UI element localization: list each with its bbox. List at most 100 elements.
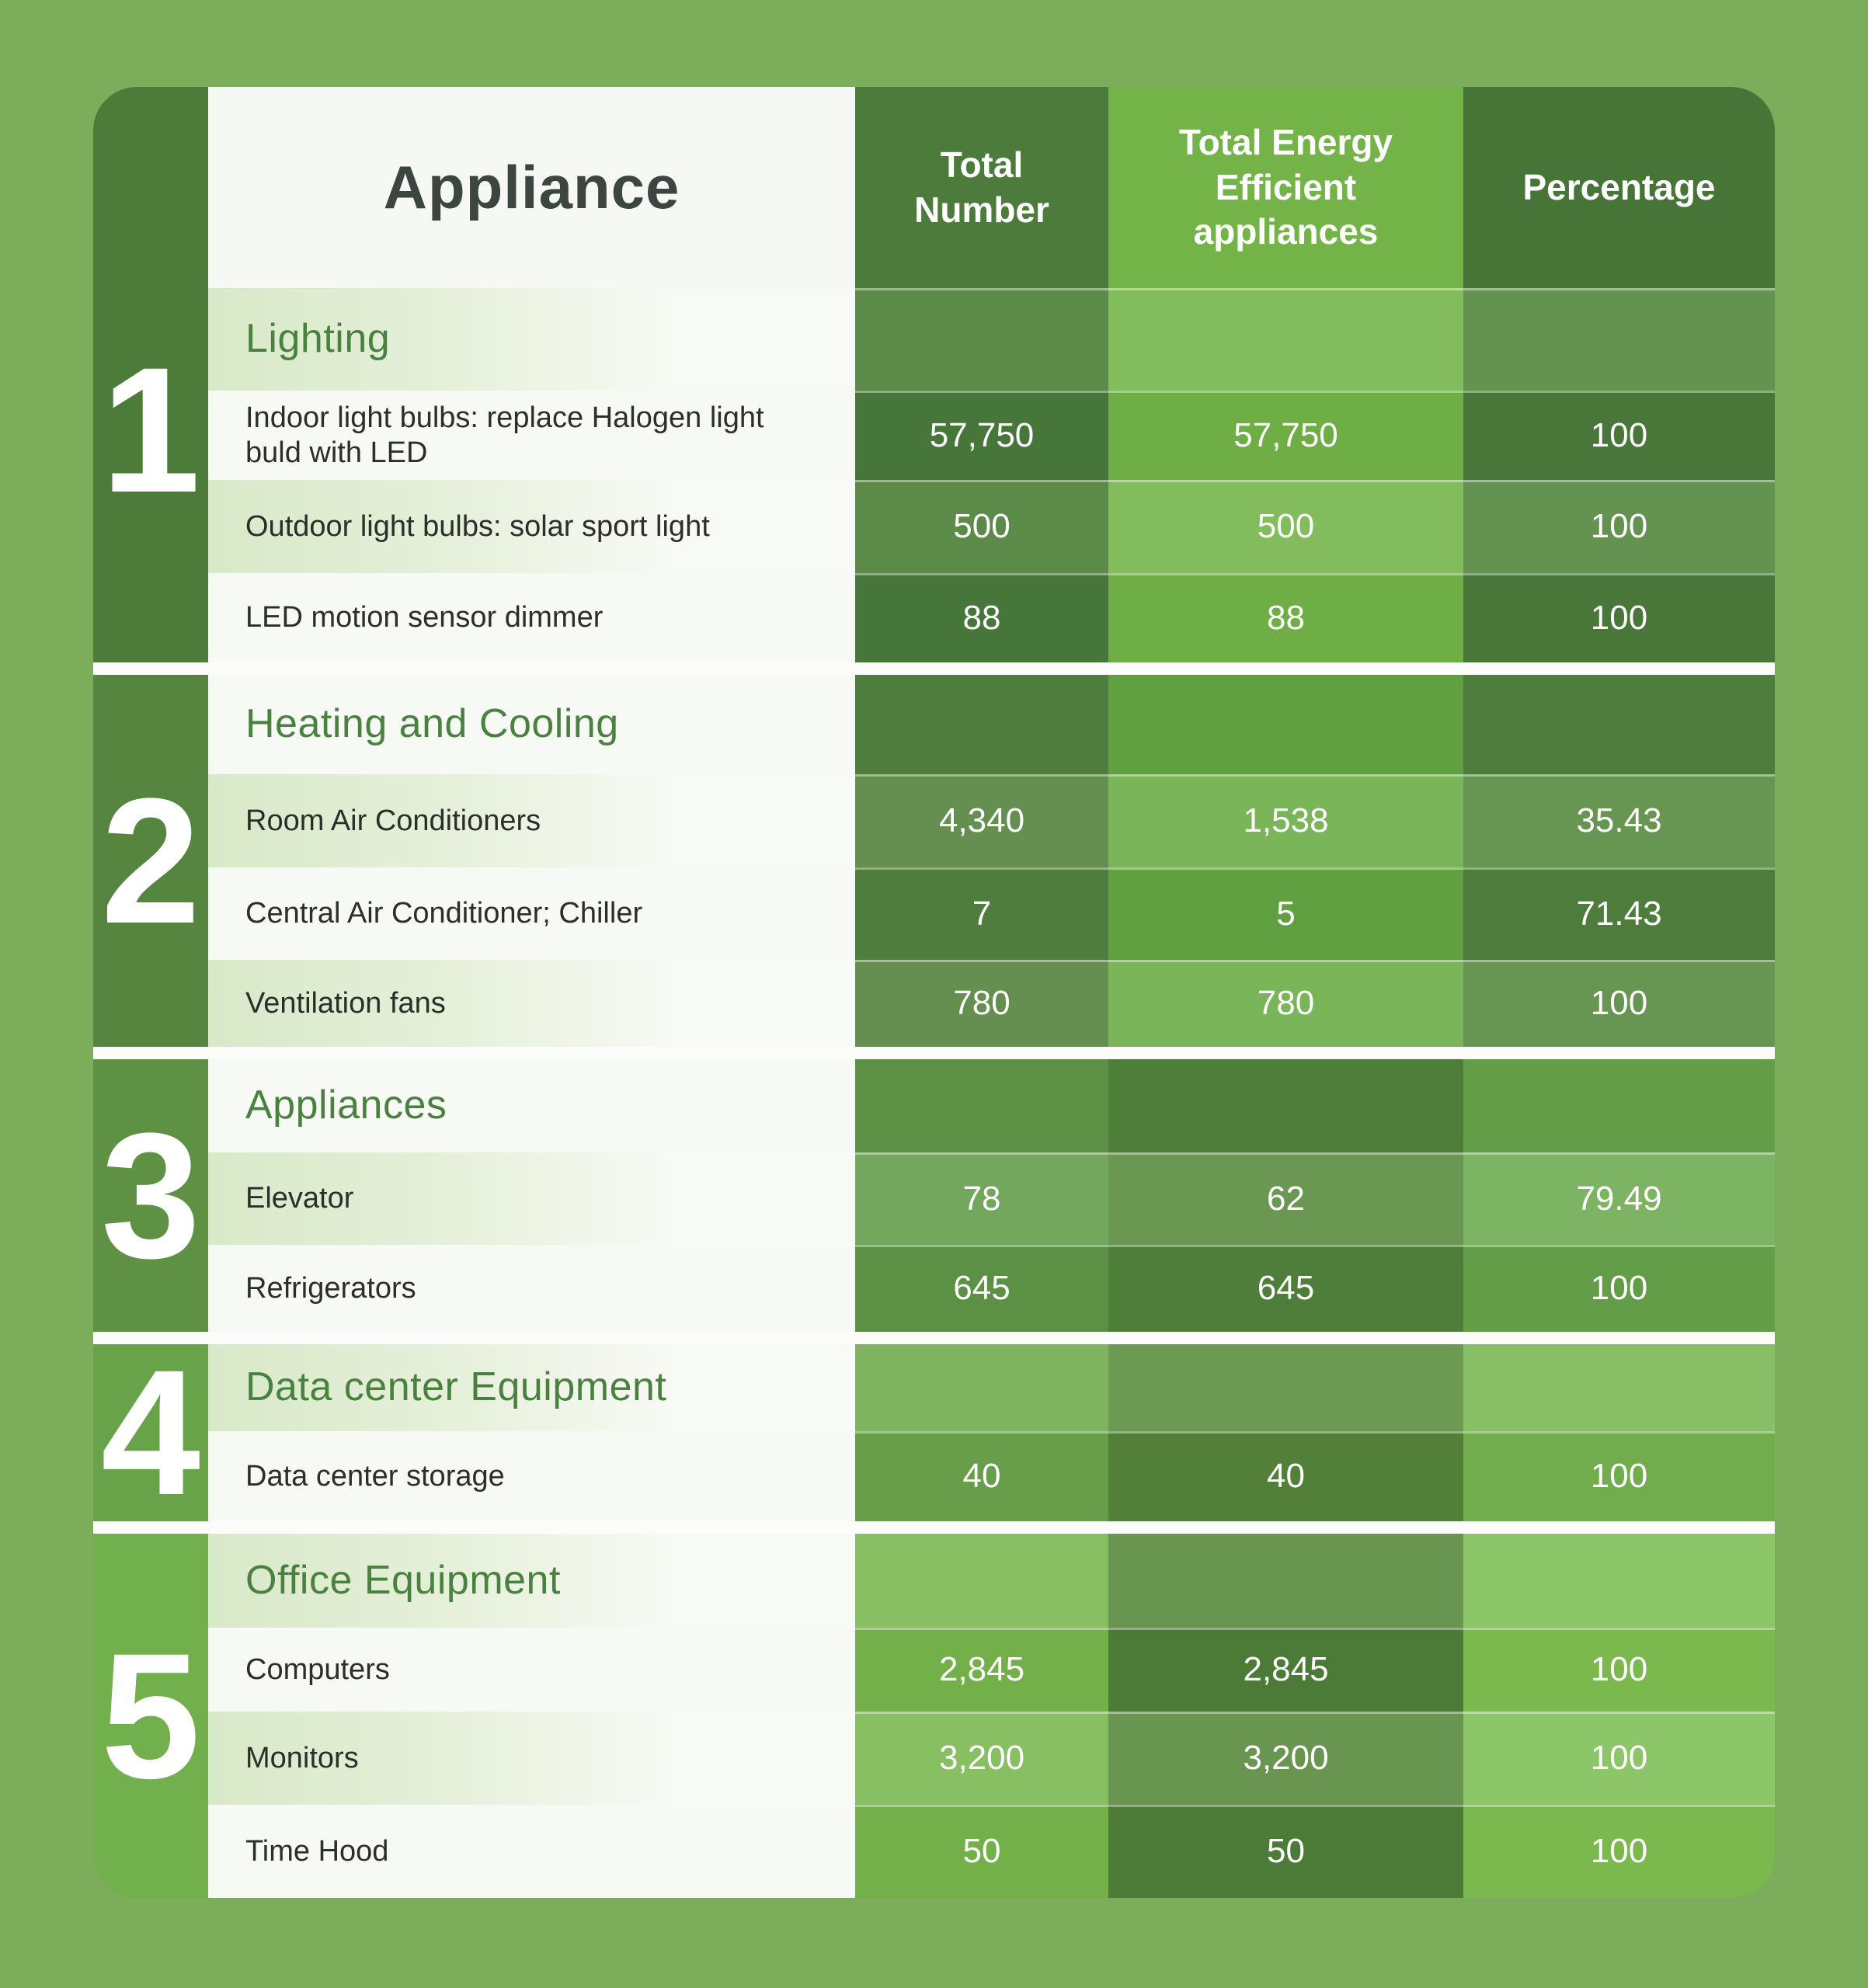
appliance-label: Ventilation fans — [245, 986, 446, 1020]
appliance-cell: Time Hood — [208, 1805, 855, 1898]
column-header-energy-efficient-label: Total Energy Efficient appliances — [1178, 122, 1393, 252]
column-header-energy-efficient: Total Energy Efficient appliances — [1108, 87, 1463, 288]
blank-cell — [855, 1344, 1108, 1431]
percentage-cell: 35.43 — [1463, 774, 1775, 867]
section-index-badge: 3 — [93, 1059, 208, 1332]
blank-cell — [1108, 1059, 1463, 1152]
blank-cell — [855, 1534, 1108, 1628]
appliance-cell: Data center storage — [208, 1431, 855, 1521]
total-number-cell: 4,340 — [855, 774, 1108, 867]
appliance-cell: Refrigerators — [208, 1245, 855, 1332]
section-index-number: 4 — [101, 1333, 200, 1532]
blank-cell — [855, 675, 1108, 774]
energy-efficient-cell: 40 — [1108, 1431, 1463, 1521]
percentage-cell: 100 — [1463, 1712, 1775, 1805]
column-header-percentage: Percentage — [1463, 87, 1775, 288]
energy-efficient-cell: 62 — [1108, 1152, 1463, 1245]
percentage-cell: 100 — [1463, 573, 1775, 662]
appliance-label: Room Air Conditioners — [245, 804, 541, 837]
blank-cell — [1463, 1059, 1775, 1152]
appliance-cell: Ventilation fans — [208, 960, 855, 1047]
section-title: Appliances — [208, 1059, 855, 1152]
blank-cell — [1108, 675, 1463, 774]
total-number-cell: 3,200 — [855, 1712, 1108, 1805]
appliance-label: Refrigerators — [245, 1271, 416, 1305]
total-number-cell: 780 — [855, 960, 1108, 1047]
section-index-number: 2 — [101, 760, 200, 961]
total-number-cell: 645 — [855, 1245, 1108, 1332]
appliance-label: Outdoor light bulbs: solar sport light — [245, 509, 710, 543]
energy-efficient-cell: 2,845 — [1108, 1628, 1463, 1712]
energy-efficient-cell: 5 — [1108, 867, 1463, 960]
appliance-label: Computers — [245, 1653, 390, 1686]
section-index-number: 1 — [101, 330, 200, 530]
energy-efficient-cell: 1,538 — [1108, 774, 1463, 867]
section-title: Lighting — [208, 288, 855, 391]
appliance-label: Monitors — [245, 1741, 359, 1774]
section-title: Office Equipment — [208, 1534, 855, 1628]
section-title-label: Lighting — [245, 316, 391, 362]
total-number-cell: 78 — [855, 1152, 1108, 1245]
appliance-cell: Elevator — [208, 1152, 855, 1245]
percentage-cell: 100 — [1463, 1431, 1775, 1521]
blank-cell — [1463, 288, 1775, 391]
column-header-appliance: Appliance — [208, 87, 855, 288]
total-number-cell: 57,750 — [855, 391, 1108, 480]
total-number-cell: 40 — [855, 1431, 1108, 1521]
energy-efficient-cell: 50 — [1108, 1805, 1463, 1898]
column-header-total-number-label: Total Number — [914, 144, 1049, 230]
energy-efficient-cell: 645 — [1108, 1245, 1463, 1332]
appliance-cell: Central Air Conditioner; Chiller — [208, 867, 855, 960]
blank-cell — [1463, 675, 1775, 774]
appliance-cell: LED motion sensor dimmer — [208, 573, 855, 662]
section-index-number: 3 — [101, 1095, 200, 1295]
appliance-label: Central Air Conditioner; Chiller — [245, 897, 643, 930]
blank-cell — [1463, 1534, 1775, 1628]
section-heating-cooling: 2 Heating and Cooling Room Air Condition… — [93, 675, 1775, 1047]
column-header-total-number: Total Number — [855, 87, 1108, 288]
appliance-cell: Computers — [208, 1628, 855, 1712]
section-title-label: Data center Equipment — [245, 1364, 667, 1410]
total-number-cell: 2,845 — [855, 1628, 1108, 1712]
percentage-cell: 79.49 — [1463, 1152, 1775, 1245]
section-appliances: 3 Appliances Elevator 78 62 79.49 Refrig… — [93, 1059, 1775, 1332]
energy-efficient-cell: 780 — [1108, 960, 1463, 1047]
percentage-cell: 100 — [1463, 960, 1775, 1047]
section-index-badge: 1 — [93, 288, 208, 662]
energy-efficient-cell: 500 — [1108, 480, 1463, 573]
section-separator — [93, 1332, 1775, 1344]
appliance-label: Elevator — [245, 1182, 354, 1215]
blank-cell — [855, 1059, 1108, 1152]
energy-efficient-cell: 88 — [1108, 573, 1463, 662]
blank-cell — [855, 288, 1108, 391]
percentage-cell: 100 — [1463, 1628, 1775, 1712]
section-index-badge: 5 — [93, 1534, 208, 1898]
section-separator — [93, 1047, 1775, 1059]
appliance-label: Time Hood — [245, 1834, 389, 1868]
section-title: Heating and Cooling — [208, 675, 855, 774]
appliance-efficiency-table: Appliance Total Number Total Energy Effi… — [93, 87, 1775, 1898]
column-header-percentage-label: Percentage — [1522, 166, 1716, 207]
appliance-cell: Outdoor light bulbs: solar sport light — [208, 480, 855, 573]
appliance-label: Data center storage — [245, 1459, 505, 1493]
section-lighting: 1 Lighting Indoor light bulbs: replace H… — [93, 288, 1775, 662]
blank-cell — [1463, 1344, 1775, 1431]
section-title-label: Appliances — [245, 1083, 447, 1128]
appliance-label: LED motion sensor dimmer — [245, 601, 604, 634]
appliance-cell: Room Air Conditioners — [208, 774, 855, 867]
column-header-appliance-label: Appliance — [383, 153, 680, 221]
appliance-cell: Indoor light bulbs: replace Halogen ligh… — [208, 391, 855, 480]
percentage-cell: 100 — [1463, 1245, 1775, 1332]
section-title-label: Heating and Cooling — [245, 701, 619, 747]
total-number-cell: 7 — [855, 867, 1108, 960]
blank-cell — [1108, 1344, 1463, 1431]
section-office-equipment: 5 Office Equipment Computers 2,845 2,845… — [93, 1534, 1775, 1898]
section-data-center-equipment: 4 Data center Equipment Data center stor… — [93, 1333, 1775, 1532]
section-title: Data center Equipment — [208, 1344, 855, 1431]
total-number-cell: 50 — [855, 1805, 1108, 1898]
percentage-cell: 71.43 — [1463, 867, 1775, 960]
header-index-spacer — [93, 87, 208, 288]
table-header-row: Appliance Total Number Total Energy Effi… — [93, 87, 1775, 288]
total-number-cell: 88 — [855, 573, 1108, 662]
blank-cell — [1108, 1534, 1463, 1628]
